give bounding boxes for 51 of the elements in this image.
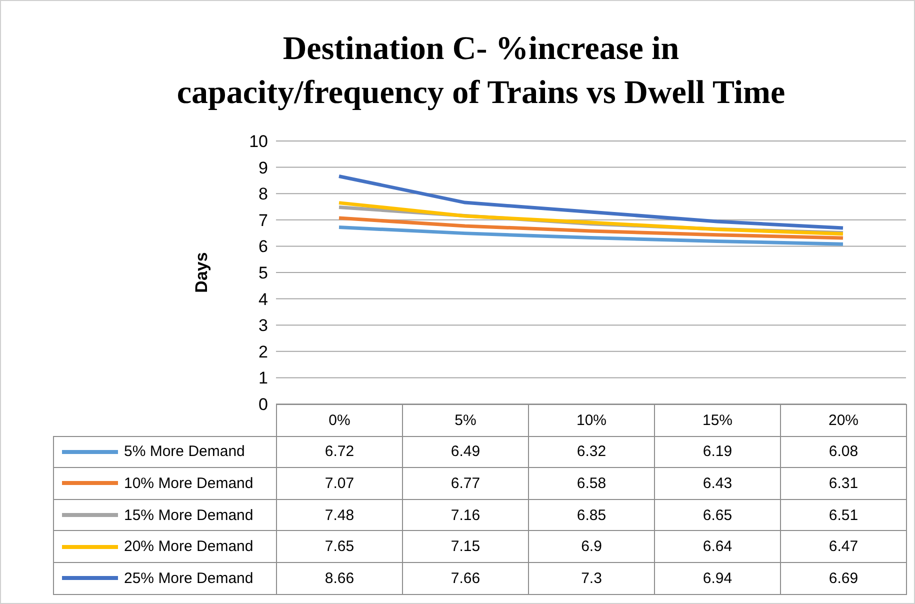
x-tick-label: 20% [780, 404, 907, 437]
data-label: 6.31 [780, 467, 907, 500]
data-label: 6.08 [780, 436, 907, 468]
y-tick-label: 6 [258, 237, 268, 256]
data-label: 6.49 [402, 436, 529, 468]
data-label: 6.47 [780, 530, 907, 563]
data-label: 6.72 [276, 436, 403, 468]
data-label: 6.51 [780, 498, 907, 532]
y-tick-label: 9 [258, 158, 268, 178]
data-label: 7.3 [528, 562, 655, 595]
y-tick-label: 4 [258, 290, 268, 309]
x-tick-label: 15% [654, 404, 781, 437]
x-tick-label: 5% [402, 404, 529, 437]
y-tick-label: 1 [258, 368, 268, 388]
data-label: 6.65 [654, 498, 781, 532]
legend-label: 20% More Demand [124, 538, 254, 556]
y-tick-label: 0 [258, 395, 268, 414]
data-label: 6.77 [402, 467, 529, 500]
legend-label: 15% More Demand [124, 506, 254, 524]
data-label: 7.07 [276, 467, 403, 500]
line-series [337, 226, 845, 246]
data-label: 6.58 [528, 467, 655, 500]
legend-label: 25% More Demand [124, 570, 254, 587]
line-series [337, 216, 845, 240]
data-label: 6.32 [528, 436, 655, 468]
data-label: 7.16 [402, 498, 529, 532]
data-label: 7.15 [402, 530, 529, 563]
y-tick-label: 10 [249, 132, 268, 152]
x-tick-label: 0% [276, 404, 403, 437]
y-tick-label: 3 [258, 316, 268, 336]
data-label: 7.65 [276, 530, 403, 563]
data-label: 6.9 [528, 530, 655, 563]
y-tick-label: 5 [258, 264, 268, 283]
y-tick-label: 2 [258, 342, 268, 362]
data-label: 7.48 [276, 498, 403, 532]
legend-label: 10% More Demand [124, 474, 254, 492]
x-tick-label: 10% [528, 404, 655, 437]
data-label: 7.66 [402, 562, 529, 595]
data-label: 6.85 [528, 498, 655, 532]
y-axis-title: Days [192, 252, 212, 293]
data-label: 6.19 [654, 436, 781, 468]
y-tick-label: 8 [258, 184, 268, 204]
data-label: 8.66 [276, 562, 403, 595]
data-label: 6.43 [654, 467, 781, 500]
legend-label: 5% More Demand [124, 443, 245, 460]
data-label: 6.64 [654, 530, 781, 563]
chart-title: Destination C- %increase in capacity/frequency of Trains vs Dwell Time [176, 30, 786, 113]
data-label: 6.94 [654, 562, 781, 595]
y-tick-label: 7 [258, 210, 268, 230]
data-label: 6.69 [780, 562, 907, 595]
line-series [337, 174, 845, 230]
